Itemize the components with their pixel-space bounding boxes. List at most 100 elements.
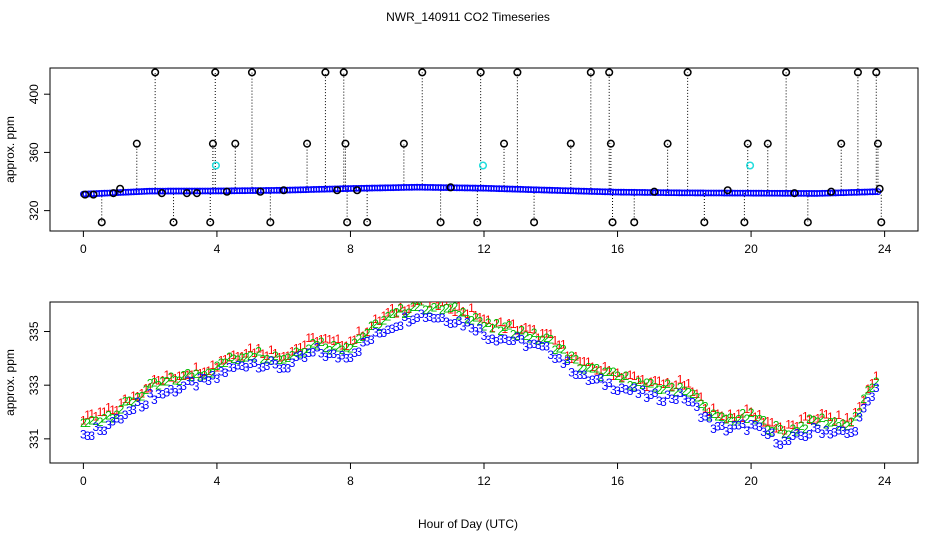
series-2-point: 2 [247, 349, 254, 363]
series-2-point: 2 [285, 351, 292, 365]
series-3-point: 3 [572, 368, 579, 382]
series-1-point: 1 [581, 354, 588, 368]
series-1-point: 1 [176, 369, 183, 383]
series-2-point: 2 [109, 411, 116, 425]
series-1-point: 1 [631, 369, 638, 383]
series-1-point: 1 [752, 410, 759, 424]
black-o-point [683, 68, 692, 77]
series-3-point: 3 [598, 371, 605, 385]
series-2-point: 2 [84, 416, 91, 430]
series-1-point: 1 [172, 371, 179, 385]
series-2-point: 2 [289, 349, 296, 363]
series-2-point: 2 [301, 346, 308, 360]
series-3-point: 3 [247, 357, 254, 371]
series-3-point: 3 [769, 426, 776, 440]
series-2-point: 2 [372, 317, 379, 331]
series-2-point: 2 [577, 362, 584, 376]
series-1-point: 1 [330, 334, 337, 348]
series-2-point: 2 [610, 365, 617, 379]
series-1-point: 1 [410, 296, 417, 310]
series-3-point: 3 [151, 393, 158, 407]
series-2-point: 2 [664, 377, 671, 391]
series-1-point: 1 [197, 367, 204, 381]
series-2-point: 2 [618, 372, 625, 386]
series-2-point: 2 [869, 381, 876, 395]
series-2-point: 2 [535, 333, 542, 347]
black-o-point [399, 139, 408, 148]
top-x-tick-label: 12 [477, 242, 491, 256]
series-3-point: 3 [643, 391, 650, 405]
top-x-tick-label: 0 [80, 242, 87, 256]
series-3-point: 3 [389, 322, 396, 336]
black-o-point [873, 139, 882, 148]
series-3-point: 3 [439, 311, 446, 325]
series-1-point: 1 [80, 414, 87, 428]
top-plot-area [79, 68, 886, 227]
series-2-point: 2 [122, 394, 129, 408]
series-3-point: 3 [543, 339, 550, 353]
black-o-point [169, 218, 178, 227]
series-2-point: 2 [351, 336, 358, 350]
series-2-point: 2 [514, 329, 521, 343]
series-1-point: 1 [272, 347, 279, 361]
series-1-point: 1 [552, 334, 559, 348]
series-1-point: 1 [823, 408, 830, 422]
series-3-point: 3 [806, 427, 813, 441]
series-3-point: 3 [397, 319, 404, 333]
black-o-point [363, 218, 372, 227]
series-2-point: 2 [180, 368, 187, 382]
series-3-point: 3 [506, 334, 513, 348]
series-2-point: 2 [234, 353, 241, 367]
series-1-point: 1 [251, 346, 258, 360]
series-2-point: 2 [785, 428, 792, 442]
series-2-point: 2 [518, 324, 525, 338]
series-3-point: 3 [577, 368, 584, 382]
series-2-point: 2 [159, 374, 166, 388]
series-3-point: 3 [355, 345, 362, 359]
series-3-point: 3 [451, 317, 458, 331]
black-o-point [803, 218, 812, 227]
series-3-point: 3 [589, 373, 596, 387]
series-2-point: 2 [693, 391, 700, 405]
series-1-point: 1 [184, 368, 191, 382]
series-3-point: 3 [443, 315, 450, 329]
series-3-point: 3 [101, 424, 108, 438]
series-1-point: 1 [585, 355, 592, 369]
series-2-point: 2 [527, 331, 534, 345]
series-1-point: 1 [147, 380, 154, 394]
series-3-point: 3 [189, 374, 196, 388]
series-3-point: 3 [835, 424, 842, 438]
series-2-point: 2 [401, 307, 408, 321]
series-1-point: 1 [660, 377, 667, 391]
series-2-point: 2 [151, 376, 158, 390]
series-2-point: 2 [230, 352, 237, 366]
series-2-point: 2 [598, 370, 605, 384]
series-1-point: 1 [360, 329, 367, 343]
series-1-point: 1 [664, 376, 671, 390]
series-2-point: 2 [397, 302, 404, 316]
black-o-point [650, 187, 659, 196]
black-o-point [231, 139, 240, 148]
series-2-point: 2 [719, 410, 726, 424]
series-2-point: 2 [623, 369, 630, 383]
series-3-point: 3 [819, 427, 826, 441]
black-o-point [256, 187, 265, 196]
series-1-point: 1 [710, 401, 717, 415]
series-1-point: 1 [681, 378, 688, 392]
series-1-point: 1 [739, 411, 746, 425]
black-o-point [436, 218, 445, 227]
black-o-point [109, 189, 118, 198]
series-2-point: 2 [426, 303, 433, 317]
black-o-point [877, 218, 886, 227]
black-o-point [81, 190, 90, 199]
series-1-point: 1 [673, 378, 680, 392]
series-2-point: 2 [543, 331, 550, 345]
series-3-point: 3 [731, 419, 738, 433]
series-1-point: 1 [723, 412, 730, 426]
series-2-point: 2 [564, 352, 571, 366]
series-1-point: 1 [138, 387, 145, 401]
black-o-point [222, 187, 231, 196]
series-2-point: 2 [673, 385, 680, 399]
series-1-point: 1 [472, 309, 479, 323]
bottom-x-tick-label: 0 [80, 474, 87, 488]
